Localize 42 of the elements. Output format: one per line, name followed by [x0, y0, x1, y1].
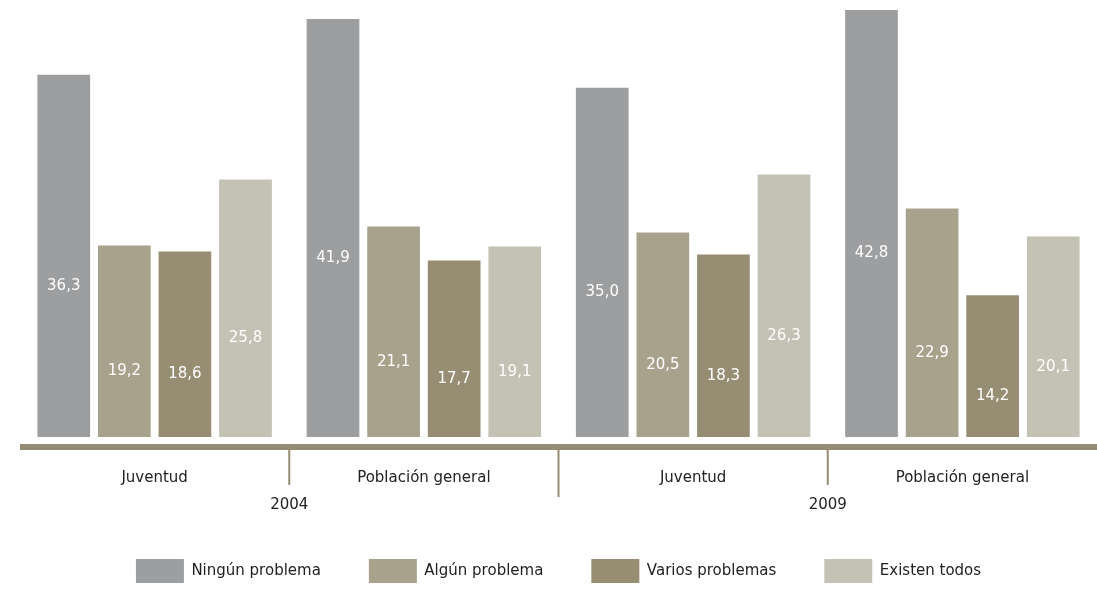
- legend-label: Algún problema: [424, 560, 544, 579]
- bar: [37, 74, 91, 437]
- legend-label: Varios problemas: [646, 560, 777, 579]
- data-label: 41,9: [316, 247, 350, 266]
- bar: [158, 251, 212, 437]
- x-tick-label: Juventud: [120, 467, 188, 486]
- data-label: 20,5: [646, 354, 680, 373]
- data-label: 18,3: [706, 365, 741, 384]
- bar: [97, 245, 151, 437]
- bar: [636, 232, 690, 437]
- bar: [697, 254, 750, 437]
- data-label: 36,3: [47, 275, 81, 294]
- bar: [575, 87, 629, 437]
- data-label: 35,0: [585, 282, 619, 301]
- bar: [488, 246, 542, 437]
- text: 2009: [808, 494, 847, 513]
- bar: [367, 226, 420, 437]
- bar: [219, 179, 272, 437]
- bar: [905, 208, 959, 437]
- x-tick-label: Población general: [357, 467, 491, 486]
- bar: [757, 174, 811, 437]
- data-label: 17,7: [437, 368, 471, 387]
- data-label: 25,8: [228, 328, 263, 347]
- data-label: 26,3: [767, 325, 801, 344]
- data-label: 14,2: [975, 386, 1010, 405]
- data-label: 19,1: [498, 361, 532, 380]
- x-tick-label: Población general: [895, 467, 1030, 486]
- data-label: 42,8: [854, 243, 889, 262]
- text: 2004: [270, 494, 309, 513]
- legend-label: Ningún problema: [191, 560, 321, 579]
- data-label: 19,2: [107, 361, 142, 380]
- bar: [845, 10, 898, 437]
- bar: [1026, 236, 1080, 437]
- data-label: 22,9: [915, 342, 949, 361]
- legend-label: Existen todos: [879, 560, 982, 579]
- bar: [966, 295, 1020, 437]
- data-label: 18,6: [168, 364, 202, 383]
- x-tick-label: Juventud: [658, 467, 727, 486]
- data-label: 21,1: [376, 351, 411, 370]
- data-label: 20,1: [1036, 356, 1070, 375]
- bar: [427, 260, 481, 437]
- bar: [306, 18, 360, 437]
